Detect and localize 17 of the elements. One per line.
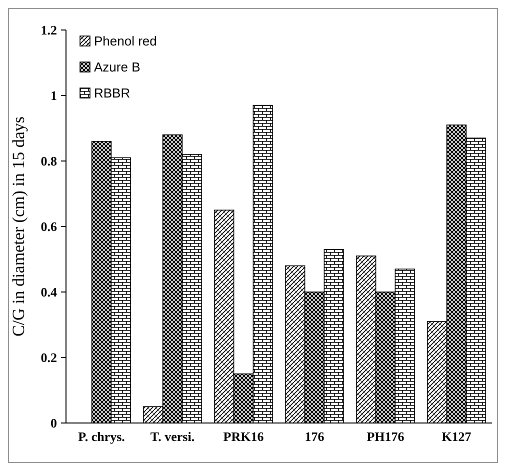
x-tick-label: T. versi. [150, 429, 195, 444]
x-tick-label: K127 [442, 429, 472, 444]
y-tick-label: 0.6 [40, 219, 58, 234]
y-tick-label: 0.2 [40, 350, 57, 366]
legend-label: Azure B [94, 60, 140, 74]
x-tick-label: P. chrys. [78, 429, 125, 444]
x-tick-label: PRK16 [223, 429, 264, 444]
x-tick-label: PH176 [366, 429, 405, 444]
y-tick-label: 1.2 [40, 22, 57, 38]
y-tick-label: 0 [50, 416, 57, 431]
y-tick-label: 1 [50, 88, 57, 104]
y-tick-label: 0.8 [40, 154, 58, 169]
x-tick-label: 176 [304, 429, 325, 444]
y-tick-label: 0.4 [40, 284, 58, 300]
legend-label: Phenol red [94, 34, 157, 48]
y-axis-title: C/G in diameter (cm) in 15 days [9, 116, 28, 337]
legend-label: RBBR [94, 86, 130, 100]
